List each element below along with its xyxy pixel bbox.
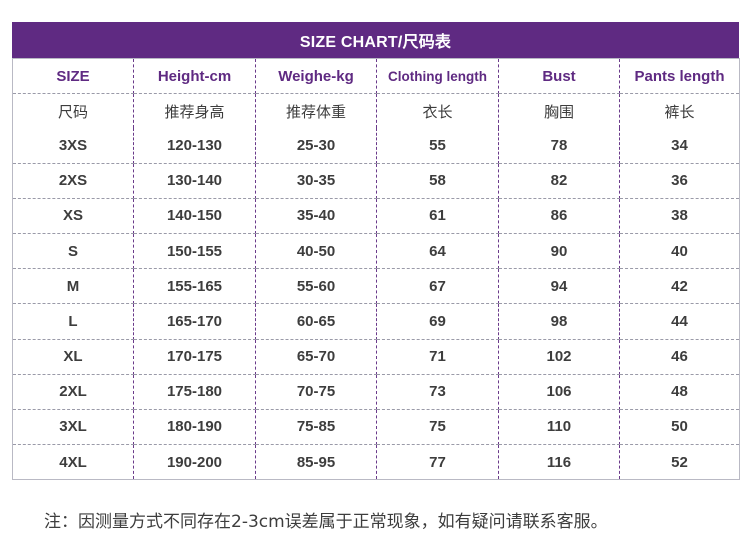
header-clothing-length: Clothing length [376, 58, 499, 95]
cell-height: 175-180 [133, 374, 256, 410]
header-pants-length-cn: 裤长 [664, 103, 695, 121]
cell-clothing-length: 55 [376, 128, 499, 164]
cell-size: 3XL [12, 409, 134, 446]
header-bust-cn: 胸围 [498, 93, 620, 129]
cell-bust: 90 [498, 233, 620, 270]
cell-bust: 94 [498, 268, 620, 305]
cell-size: XL [12, 339, 134, 375]
cell-size: 4XL [12, 444, 134, 480]
cell-height: 190-200 [133, 444, 256, 480]
cell-pants-length: 38 [619, 198, 740, 234]
cell-weight: 25-30 [255, 128, 377, 164]
table-body: 3XS 120-130 25-30 55 78 34 2XS 130-140 30-35 58 82… [12, 128, 740, 480]
chart-title: SIZE CHART/尺码表 [12, 22, 739, 58]
cell-bust: 82 [498, 163, 620, 199]
cell-pants-length: 52 [671, 453, 688, 471]
cell-size: XS [12, 198, 134, 234]
cell-height: 165-170 [133, 303, 256, 340]
cell-size: 3XS [12, 128, 134, 164]
cell-weight: 40-50 [255, 233, 377, 270]
cell-bust: 106 [498, 374, 620, 410]
cell-size: M [12, 268, 134, 305]
cell-clothing-length: 61 [376, 198, 499, 234]
cell-clothing-length: 58 [376, 163, 499, 199]
header-clothing-length-cn: 衣长 [376, 93, 499, 129]
header-row-cn: 尺码 推荐身高 推荐体重 衣长 胸围 裤长 [12, 93, 740, 129]
cell-clothing-length: 64 [376, 233, 499, 270]
table-row: XS 140-150 35-40 61 86 38 [12, 198, 740, 234]
table-row: 3XS 120-130 25-30 55 78 34 [12, 128, 740, 164]
cell-height: 155-165 [133, 268, 256, 305]
cell-size: 2XL [12, 374, 134, 410]
cell-weight: 70-75 [255, 374, 377, 410]
cell-bust: 86 [498, 198, 620, 234]
header-pants-length: Pants length [619, 58, 740, 95]
cell-height: 140-150 [133, 198, 256, 234]
cell-pants-length: 50 [619, 409, 740, 446]
cell-bust: 98 [498, 303, 620, 340]
cell-height: 170-175 [133, 339, 256, 375]
header-weight: Weighe-kg [255, 58, 377, 95]
header-size: SIZE [12, 58, 134, 95]
cell-height: 120-130 [133, 128, 256, 164]
cell-clothing-length: 77 [376, 444, 499, 480]
table-row: 2XL 175-180 70-75 73 106 48 [12, 374, 740, 410]
table-row: S 150-155 40-50 64 90 40 [12, 233, 740, 270]
cell-size: L [12, 303, 134, 340]
header-height-cn: 推荐身高 [133, 93, 256, 129]
size-table: SIZE Height-cm Weighe-kg Clothing length… [12, 58, 740, 481]
cell-height: 150-155 [133, 233, 256, 270]
cell-weight: 55-60 [255, 268, 377, 305]
cell-bust: 78 [498, 128, 620, 164]
cell-pants-length: 36 [619, 163, 740, 199]
header-height: Height-cm [133, 58, 256, 95]
cell-clothing-length: 71 [376, 339, 499, 375]
cell-clothing-length: 75 [376, 409, 499, 446]
cell-size: S [12, 233, 134, 270]
cell-clothing-length: 67 [376, 268, 499, 305]
cell-weight: 60-65 [255, 303, 377, 340]
cell-size: 2XS [12, 163, 134, 199]
header-size-cn: 尺码 [12, 93, 134, 129]
cell-weight: 30-35 [255, 163, 377, 199]
table-row: L 165-170 60-65 69 98 44 [12, 303, 740, 340]
cell-clothing-length: 73 [376, 374, 499, 410]
cell-weight: 35-40 [255, 198, 377, 234]
size-chart: SIZE CHART/尺码表 SIZE Height-cm Weighe-kg … [12, 22, 740, 481]
cell-pants-length: 40 [619, 233, 740, 270]
cell-pants-length: 34 [619, 128, 740, 164]
cell-bust: 110 [498, 409, 620, 446]
table-row: 4XL 190-200 85-95 77 116 52 [12, 444, 740, 480]
cell-bust: 102 [498, 339, 620, 375]
cell-clothing-length: 69 [376, 303, 499, 340]
header-row-en: SIZE Height-cm Weighe-kg Clothing length… [12, 58, 740, 95]
cell-height: 180-190 [133, 409, 256, 446]
measurement-note: 注：因测量方式不同存在2-3cm误差属于正常现象，如有疑问请联系客服。 [44, 512, 608, 532]
table-row: XL 170-175 65-70 71 102 46 [12, 339, 740, 375]
cell-bust: 116 [498, 444, 620, 480]
cell-weight: 65-70 [255, 339, 377, 375]
header-bust: Bust [498, 58, 620, 95]
cell-weight: 85-95 [255, 444, 377, 480]
cell-pants-length: 42 [619, 268, 740, 305]
cell-height: 130-140 [133, 163, 256, 199]
table-row: 3XL 180-190 75-85 75 110 50 [12, 409, 740, 446]
cell-pants-length: 46 [619, 339, 740, 375]
cell-pants-length: 48 [619, 374, 740, 410]
table-row: 2XS 130-140 30-35 58 82 36 [12, 163, 740, 199]
cell-pants-length: 44 [619, 303, 740, 340]
table-row: M 155-165 55-60 67 94 42 [12, 268, 740, 305]
cell-weight: 75-85 [255, 409, 377, 446]
header-weight-cn: 推荐体重 [255, 93, 377, 129]
